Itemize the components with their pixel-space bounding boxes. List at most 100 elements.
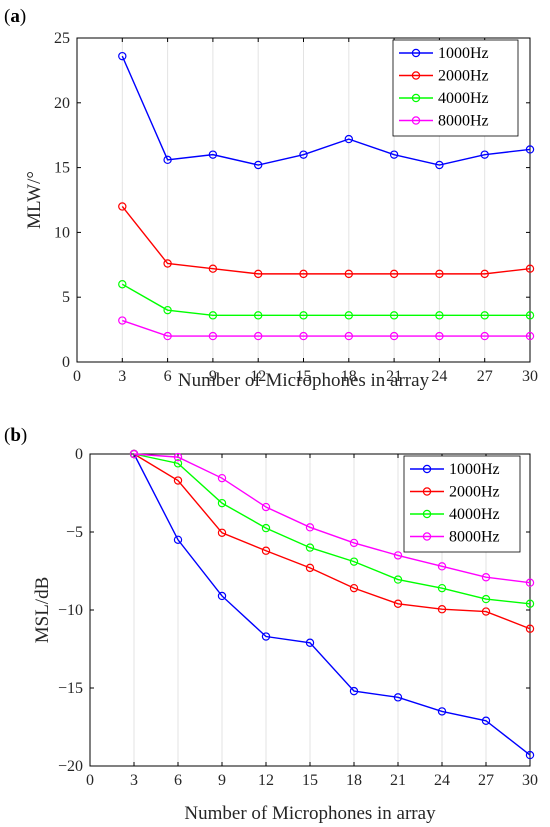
y-axis-label: MSL/dB [32,577,53,644]
data-point [435,160,444,170]
data-point [393,693,403,702]
legend-entry: 1000Hz [399,45,489,62]
data-point [349,686,359,696]
x-tick-label: 27 [478,772,494,789]
x-tick-label: 24 [431,368,447,385]
data-point [393,575,403,584]
y-axis-label: MLW/° [24,171,45,229]
data-point [299,269,308,279]
y-tick-label: −5 [66,524,83,541]
legend: 1000Hz 2000Hz 4000Hz 8000Hz [403,455,521,553]
data-point [217,498,227,508]
data-point [163,259,172,268]
data-point [389,331,399,341]
x-tick-label: 18 [346,772,362,789]
data-point [525,145,535,154]
y-tick-label: 0 [62,354,70,371]
data-point [217,528,227,537]
y-tick-label: 25 [54,30,70,47]
legend-swatch-marker [422,532,432,541]
data-point [208,331,218,341]
x-tick-label: 18 [341,368,357,385]
legend-swatch-marker [411,71,421,80]
data-point [261,523,271,533]
series-1000Hz [129,449,535,760]
data-point [525,599,535,608]
data-point [525,264,535,273]
data-point [480,150,489,159]
x-tick-label: 3 [130,772,138,789]
data-point [254,311,263,320]
legend-label: 2000Hz [438,68,489,85]
data-point [480,331,489,341]
x-tick-label: 27 [477,368,493,385]
data-point [481,594,491,604]
data-point [173,535,183,545]
data-point [437,562,447,571]
legend-label: 4000Hz [438,90,489,107]
series-4000Hz [118,280,535,320]
data-point [163,331,172,341]
data-point [481,716,491,725]
x-tick-label: 0 [86,772,94,789]
legend-label: 1000Hz [438,45,489,62]
series-line [121,206,531,275]
data-point [344,311,353,320]
legend-entry: 8000Hz [399,113,489,130]
series-8000Hz [118,316,535,341]
data-point [525,750,535,760]
data-point [299,311,308,320]
y-tick-label: 0 [75,446,83,463]
x-tick-label: 9 [209,368,217,385]
data-point [305,543,315,552]
data-point [208,264,218,273]
data-point [129,449,139,459]
series-line [133,453,531,756]
y-tick-label: −10 [58,602,83,619]
series-2000Hz [129,449,535,633]
data-point [118,280,127,289]
data-point [344,134,353,144]
data-point [389,150,399,159]
data-point [344,331,353,341]
legend-entry: 4000Hz [399,90,489,107]
x-tick-label: 30 [522,368,538,385]
legend-swatch-marker [422,509,432,519]
x-tick-label: 6 [164,368,172,385]
data-point [305,638,315,647]
x-tick-label: 21 [390,772,406,789]
x-tick-label: 15 [296,368,312,385]
series-line [121,55,531,166]
data-point [435,311,444,320]
data-point [393,599,403,608]
data-point [389,311,399,320]
data-point [525,311,535,320]
data-point [525,624,535,633]
data-point [435,269,444,279]
legend-entry: 2000Hz [410,484,500,501]
data-point [389,269,399,279]
data-point [173,459,183,468]
data-point [305,563,315,573]
legend-swatch-marker [411,48,421,58]
data-point [173,452,183,462]
y-tick-label: 5 [62,289,70,306]
x-tick-label: 6 [174,772,182,789]
data-point [305,523,315,532]
legend-swatch-marker [422,464,432,474]
legend-entry: 1000Hz [410,461,500,478]
legend-label: 2000Hz [449,484,500,501]
legend-entry: 4000Hz [410,506,500,523]
series-1000Hz [118,51,535,170]
x-tick-label: 30 [522,772,538,789]
legend-swatch-marker [422,487,432,496]
series-2000Hz [118,202,535,279]
legend-label: 8000Hz [449,529,500,546]
x-tick-label: 21 [386,368,402,385]
x-tick-label: 9 [218,772,226,789]
x-tick-label: 24 [434,772,450,789]
data-point [435,331,444,341]
data-point [217,473,227,483]
legend-label: 4000Hz [449,506,500,523]
